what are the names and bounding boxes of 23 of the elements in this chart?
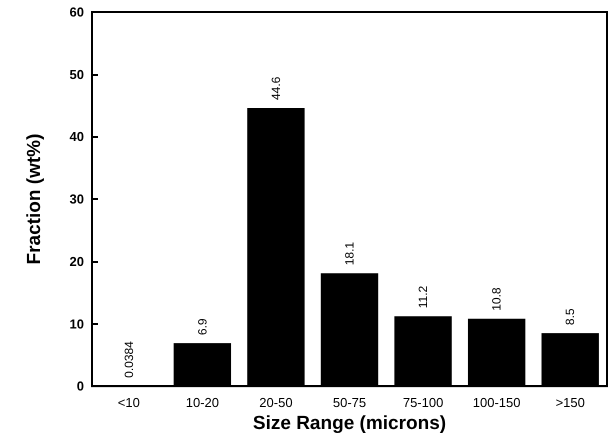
x-tick-label: 75-100 (402, 395, 444, 410)
x-tick-label: 50-75 (332, 395, 366, 410)
y-tick-label: 10 (70, 316, 84, 332)
x-tick-label: 10-20 (186, 395, 219, 410)
y-tick-label: 30 (70, 192, 84, 207)
data-label: 8.5 (563, 308, 578, 326)
x-tick-label: 100-150 (472, 395, 520, 410)
data-label: 6.9 (195, 318, 210, 336)
y-tick-label: 0 (76, 378, 84, 394)
y-tick-label: 50 (70, 66, 84, 82)
x-tick-label: 20-50 (259, 395, 293, 410)
x-axis-title: Size Range (microns) (252, 413, 446, 434)
y-tick-label: 20 (70, 254, 84, 269)
data-label: 44.6 (268, 76, 283, 100)
y-tick-label: 60 (70, 4, 84, 20)
data-label: 18.1 (342, 242, 356, 266)
y-tick-label: 40 (70, 129, 84, 144)
data-label: 0.0384 (122, 340, 136, 378)
data-label: 10.8 (490, 287, 504, 311)
y-axis-title: Fraction (wt%) (24, 134, 45, 264)
x-tick-label: >150 (556, 395, 585, 410)
data-label: 11.2 (416, 285, 430, 308)
x-tick-label: <10 (118, 395, 140, 410)
